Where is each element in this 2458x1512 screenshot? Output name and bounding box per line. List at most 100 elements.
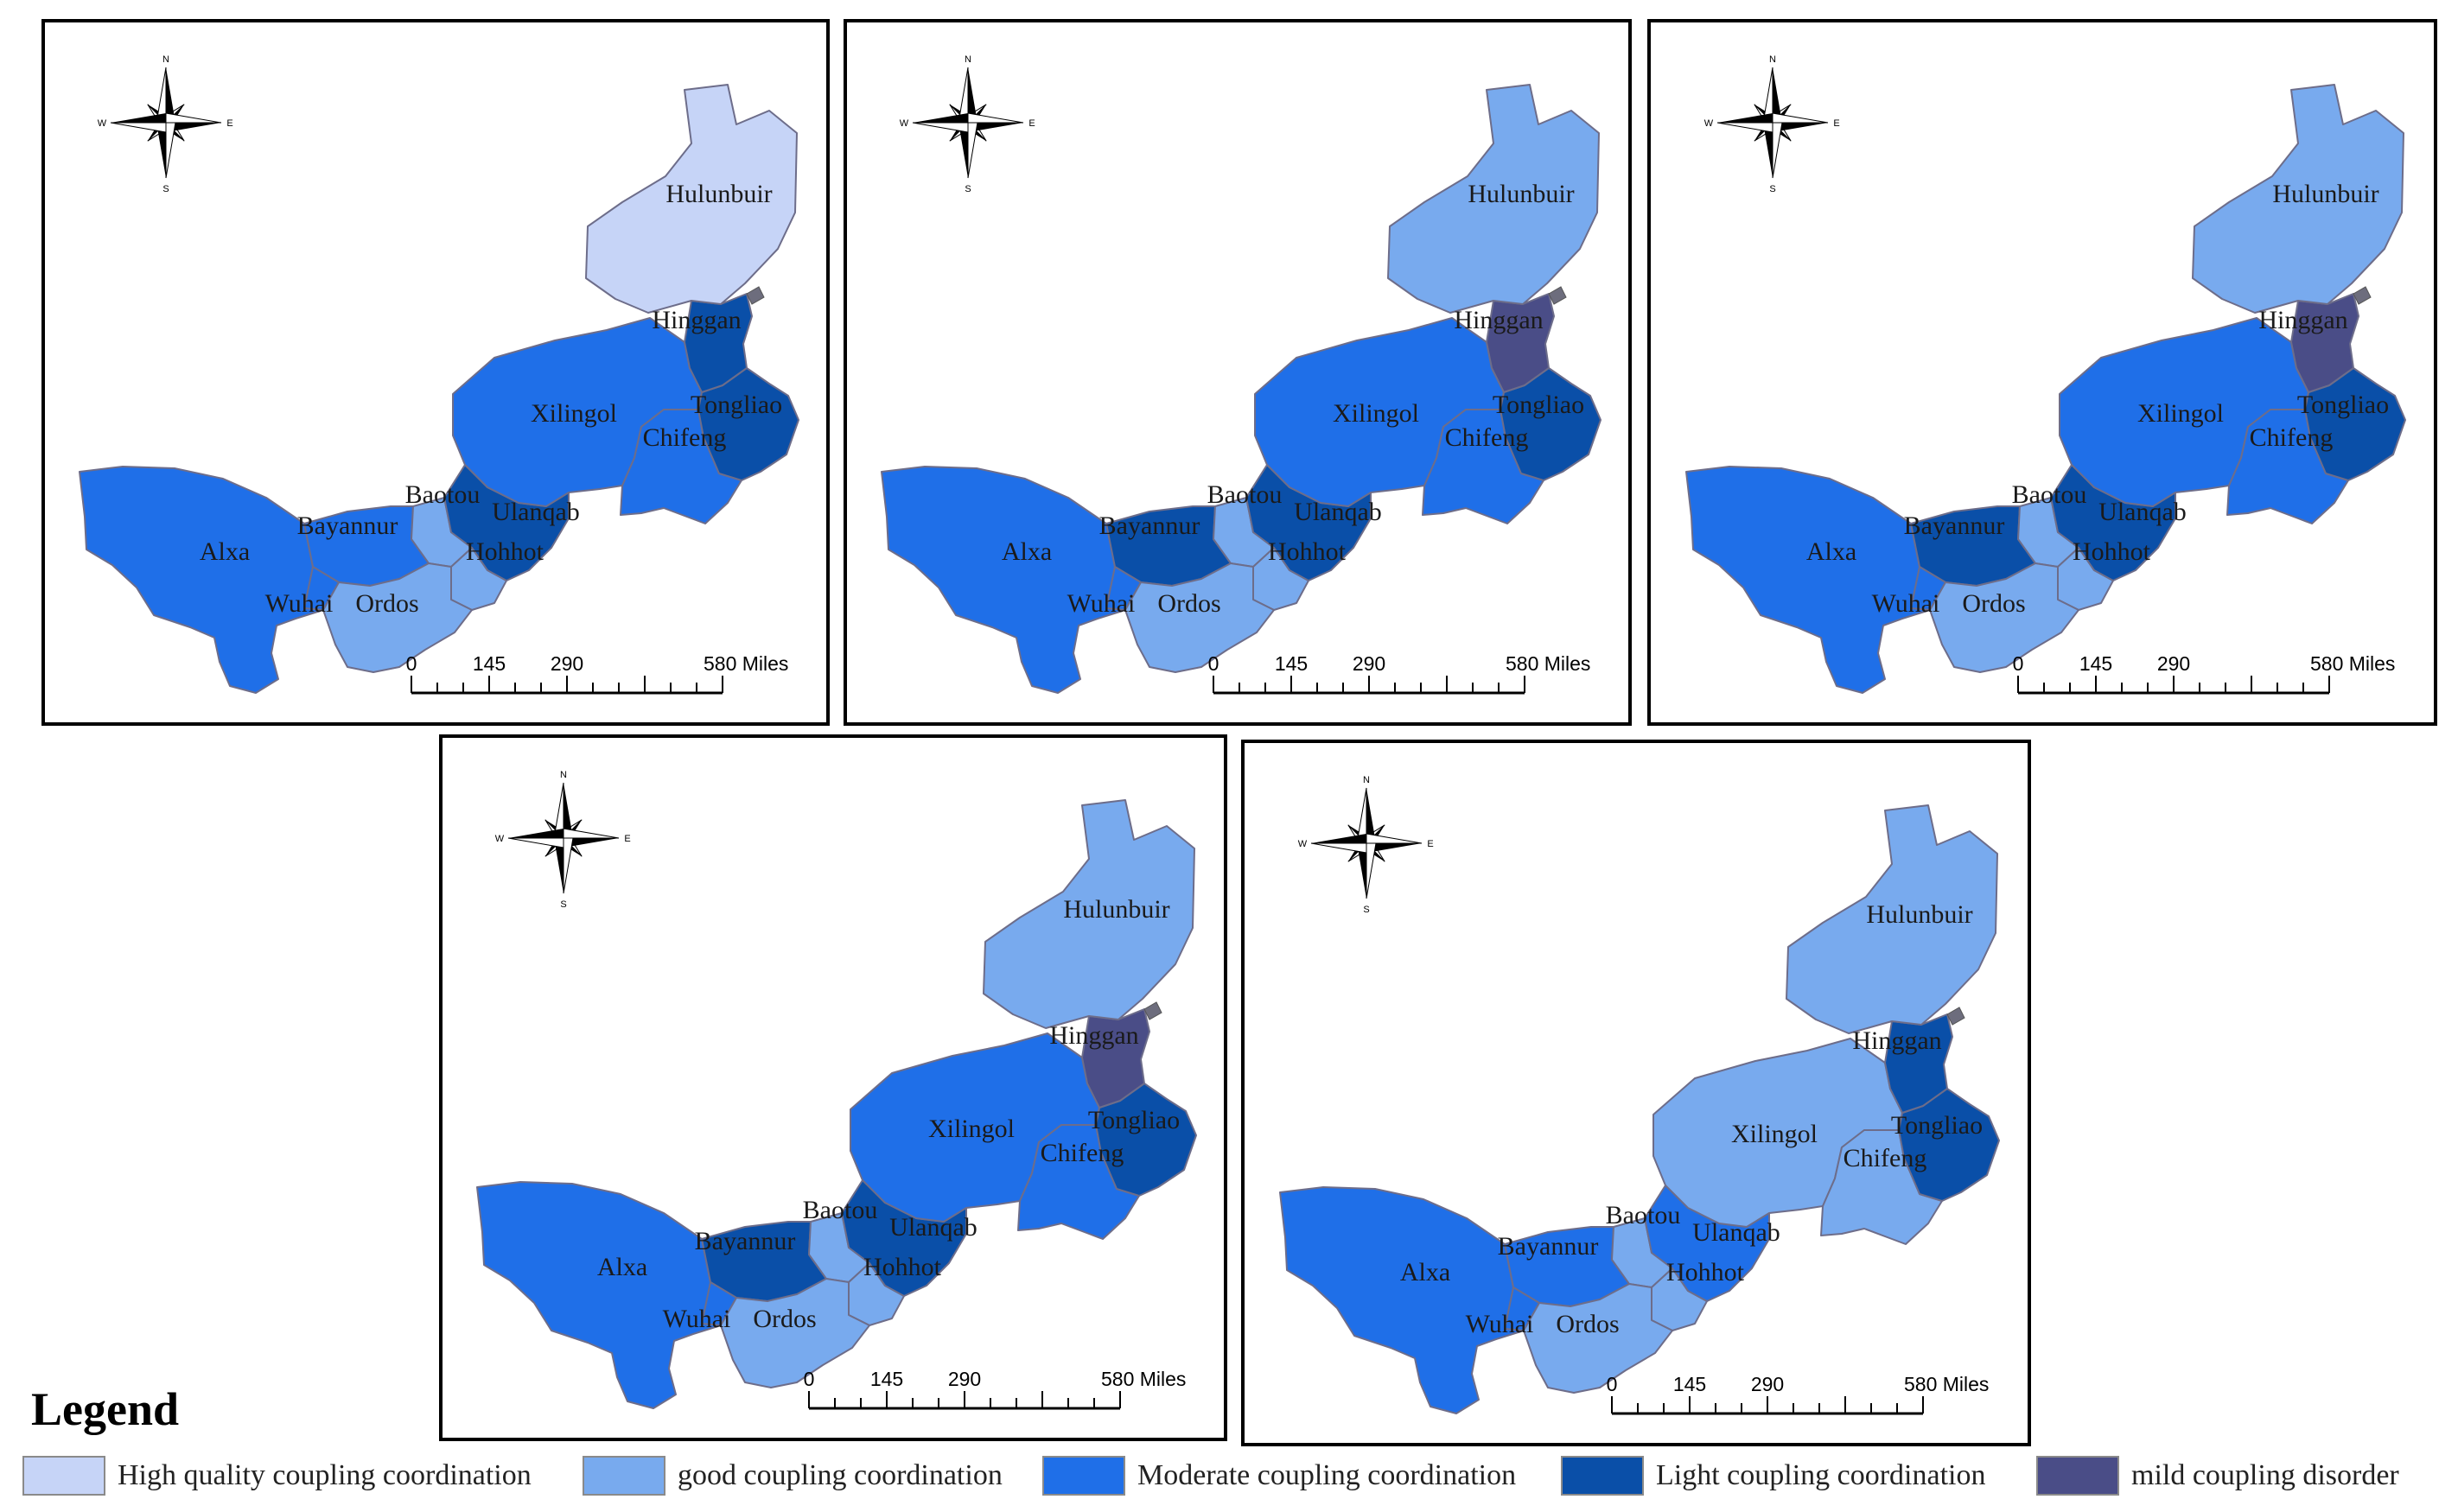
region-label-xilingol: Xilingol [928, 1115, 1015, 1143]
region-label-tongliao: Tongliao [1493, 391, 1584, 419]
region-label-chifeng: Chifeng [2250, 423, 2334, 452]
region-label-tongliao: Tongliao [1891, 1111, 1983, 1140]
region-alxa [476, 1181, 737, 1409]
region-label-chifeng: Chifeng [1041, 1139, 1124, 1167]
region-label-ordos: Ordos [355, 589, 418, 618]
compass-south: S [162, 184, 169, 194]
legend-swatch [1561, 1456, 1644, 1496]
scale-tick-label: 580 Miles [704, 652, 788, 675]
region-label-baotou: Baotou [2012, 480, 2087, 509]
region-label-hulunbuir: Hulunbuir [2272, 180, 2378, 208]
compass-east: E [1427, 839, 1433, 849]
region-label-ulanqab: Ulanqab [2098, 498, 2187, 526]
region-ordos [322, 562, 473, 673]
region-label-ordos: Ordos [1962, 589, 2025, 618]
region-hulunbuir [2192, 84, 2404, 314]
region-ordos [1929, 562, 2079, 673]
region-alxa [1279, 1186, 1540, 1414]
region-alxa [881, 466, 1142, 694]
region-label-ulanqab: Ulanqab [492, 498, 580, 526]
compass-south: S [560, 899, 566, 910]
region-hinggan [1081, 1008, 1150, 1109]
compass-rose: N S E W [1298, 775, 1434, 915]
compass-west: W [98, 118, 107, 129]
legend-label: good coupling coordination [678, 1459, 1003, 1491]
region-label-alxa: Alxa [200, 537, 250, 566]
compass-south: S [965, 184, 971, 194]
map-panel-3: Alxa Bayannur Baotou Hohhot Ulanqab Wuhai Ordo… [1647, 19, 2437, 726]
scale-tick-label: 0 [2013, 652, 2024, 675]
legend-swatch [22, 1456, 105, 1496]
region-detail [746, 286, 765, 305]
region-label-xilingol: Xilingol [2137, 399, 2224, 428]
region-label-chifeng: Chifeng [1844, 1144, 1927, 1172]
region-label-hohhot: Hohhot [1268, 537, 1347, 566]
region-label-ordos: Ordos [1157, 589, 1220, 618]
region-label-bayannur: Bayannur [1099, 511, 1200, 540]
region-label-baotou: Baotou [405, 480, 481, 509]
legend-item-high-quality: High quality coupling coordination [22, 1453, 532, 1498]
scale-tick-label: 290 [2157, 652, 2190, 675]
region-label-wuhai: Wuhai [1872, 589, 1940, 618]
region-ordos [1523, 1283, 1673, 1394]
regions [1685, 84, 2406, 694]
compass-north: N [162, 54, 169, 65]
map-panel-1: Alxa Bayannur Baotou Hohhot Ulanqab Wuhai Ordo… [41, 19, 830, 726]
legend-item-mild-disorder: mild coupling disorder [2036, 1453, 2399, 1498]
map-panel-2: Alxa Bayannur Baotou Hohhot Ulanqab Wuhai Ordo… [844, 19, 1632, 726]
compass-north: N [1363, 775, 1370, 785]
scale-bar: 0 145 290 580 Miles [1607, 1373, 1989, 1415]
scale-tick-label: 580 Miles [1506, 652, 1590, 675]
region-hulunbuir [585, 84, 798, 314]
region-label-alxa: Alxa [597, 1253, 647, 1281]
region-label-ordos: Ordos [1556, 1310, 1619, 1338]
region-label-wuhai: Wuhai [1466, 1310, 1534, 1338]
compass-west: W [1704, 118, 1714, 129]
compass-north: N [1769, 54, 1776, 65]
region-label-bayannur: Bayannur [1904, 511, 2005, 540]
region-label-hinggan: Hinggan [2258, 306, 2347, 334]
region-alxa [79, 466, 340, 694]
region-label-alxa: Alxa [1806, 537, 1856, 566]
compass-rose: N S E W [98, 54, 233, 194]
scale-tick-label: 145 [1673, 1373, 1706, 1395]
region-hulunbuir [983, 799, 1195, 1029]
region-label-wuhai: Wuhai [663, 1305, 731, 1333]
scale-tick-label: 0 [1607, 1373, 1618, 1395]
compass-south: S [1769, 184, 1775, 194]
compass-west: W [1298, 839, 1308, 849]
scale-bar: 0 145 290 580 Miles [406, 652, 788, 695]
region-label-bayannur: Bayannur [695, 1227, 796, 1255]
region-label-wuhai: Wuhai [265, 589, 334, 618]
legend-label: mild coupling disorder [2131, 1459, 2399, 1491]
legend-swatch [583, 1456, 665, 1496]
compass-east: E [624, 834, 630, 844]
regions [476, 799, 1197, 1409]
scale-bar: 0 145 290 580 Miles [804, 1368, 1186, 1410]
scale-tick-label: 290 [1751, 1373, 1784, 1395]
legend: High quality coupling coordination good … [22, 1453, 2442, 1498]
legend-item-light: Light coupling coordination [1561, 1453, 1986, 1498]
region-label-hohhot: Hohhot [466, 537, 544, 566]
legend-swatch [2036, 1456, 2119, 1496]
region-hinggan [684, 293, 753, 393]
compass-rose: N S E W [1704, 54, 1840, 194]
compass-rose: N S E W [495, 770, 631, 910]
region-detail [2353, 286, 2372, 305]
region-label-xilingol: Xilingol [1731, 1120, 1818, 1148]
region-label-bayannur: Bayannur [1498, 1232, 1599, 1261]
region-label-baotou: Baotou [1606, 1201, 1681, 1229]
scale-tick-label: 0 [804, 1368, 815, 1390]
scale-tick-label: 145 [2079, 652, 2112, 675]
legend-title: Legend [31, 1383, 180, 1435]
scale-bar: 0 145 290 580 Miles [1208, 652, 1590, 695]
region-label-tongliao: Tongliao [691, 391, 782, 419]
scale-bar: 0 145 290 580 Miles [2013, 652, 2395, 695]
map-panel-4: Alxa Bayannur Baotou Hohhot Ulanqab Wuhai Ordo… [439, 734, 1227, 1441]
region-label-hohhot: Hohhot [1666, 1258, 1745, 1286]
region-label-hulunbuir: Hulunbuir [1468, 180, 1574, 208]
